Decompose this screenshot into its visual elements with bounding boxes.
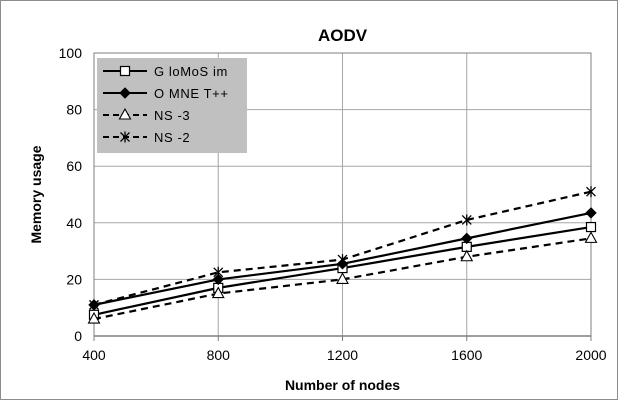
chart-title: AODV — [318, 26, 368, 45]
legend-entry-ns-2: NS -2 — [103, 130, 190, 145]
y-axis-title: Memory usage — [28, 145, 44, 243]
legend-label-ns-3: NS -3 — [154, 108, 190, 123]
x-tick-label: 1600 — [451, 347, 482, 363]
legend-entry-ns-3: NS -3 — [103, 107, 190, 123]
legend-entry-omnet: O MNE T++ — [103, 86, 229, 101]
y-tick-label: 40 — [66, 215, 82, 231]
data-point-ns-2 — [461, 214, 472, 226]
data-point-omnet — [585, 207, 597, 219]
y-tick-label: 0 — [74, 328, 82, 344]
series-line-ns-3 — [93, 237, 592, 321]
data-point-ns-3 — [460, 249, 474, 262]
legend-marker-omnet — [119, 87, 131, 99]
series-layer — [87, 186, 598, 324]
legend-label-ns-2: NS -2 — [154, 130, 190, 145]
legend-label-omnet: O MNE T++ — [154, 86, 229, 101]
y-tick-label: 60 — [66, 158, 82, 174]
data-point-ns-3 — [336, 272, 349, 284]
series-ns-3 — [87, 231, 598, 324]
x-tick-label: 400 — [82, 347, 106, 363]
legend-marker-ns-2 — [120, 131, 130, 143]
data-point-ns-3 — [87, 311, 101, 324]
data-point-omnet — [461, 232, 473, 245]
y-tick-label: 20 — [66, 271, 82, 287]
x-tick-label: 800 — [207, 347, 231, 363]
data-point-ns-3 — [584, 231, 598, 243]
data-point-ns-2 — [337, 254, 348, 266]
x-axis-title: Number of nodes — [285, 377, 400, 393]
legend-marker-ns-3 — [118, 107, 132, 120]
legend-marker-glomosim — [119, 65, 131, 77]
data-point-ns-2 — [586, 186, 596, 198]
data-point-glomosim — [585, 221, 597, 233]
legend-label-glomosim: G loMoS im — [154, 64, 228, 79]
data-point-ns-3 — [211, 286, 225, 299]
x-tick-label: 2000 — [575, 347, 606, 363]
data-point-ns-2 — [89, 299, 99, 311]
x-tick-label: 1200 — [327, 347, 358, 363]
legend-entry-glomosim: G loMoS im — [103, 64, 228, 79]
series-ns-2 — [89, 186, 596, 311]
legend: G loMoS im O MNE T++ NS -3 NS -2 — [97, 58, 247, 153]
y-tick-label: 80 — [66, 102, 82, 118]
data-point-ns-2 — [213, 266, 224, 278]
axis-layer: 400 800 1200 1600 2000 0 20 40 60 80 100 — [59, 45, 607, 363]
data-point-omnet — [212, 273, 224, 286]
y-tick-label: 100 — [59, 45, 83, 61]
